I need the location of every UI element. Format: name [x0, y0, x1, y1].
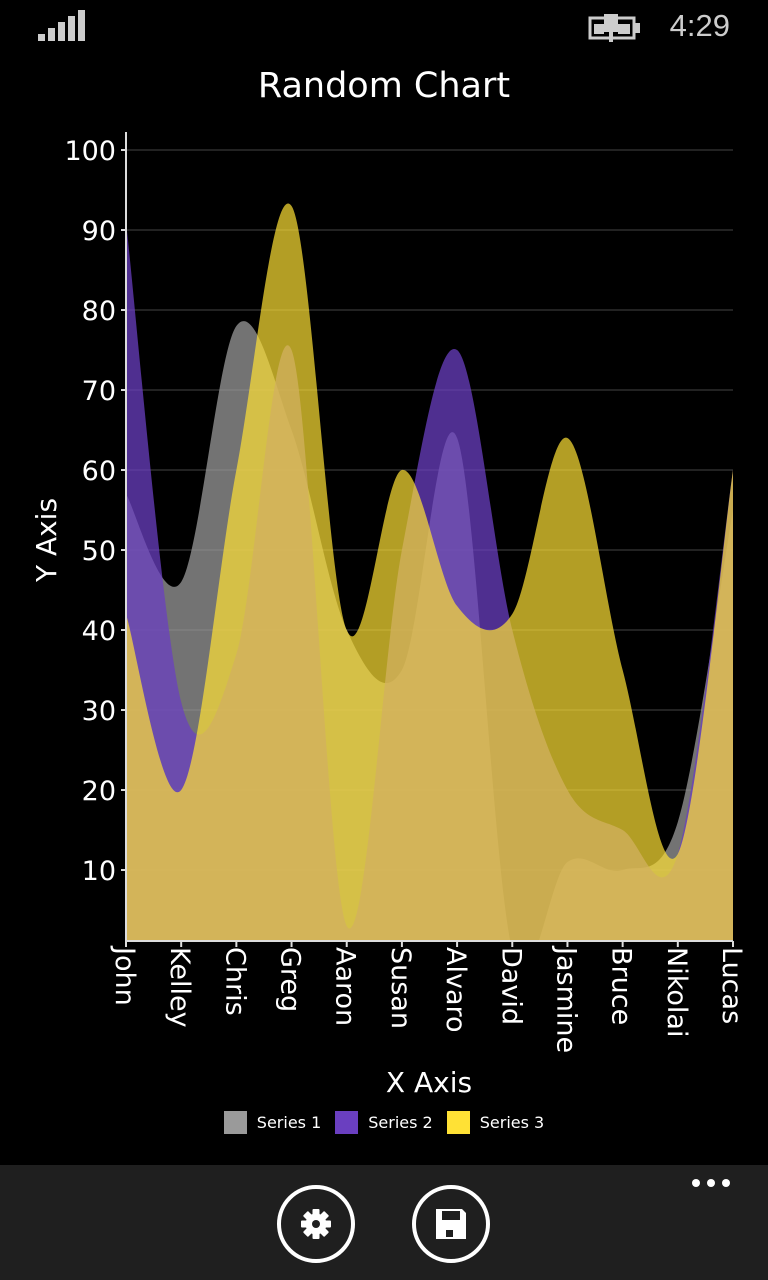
y-tick-label: 80	[82, 296, 116, 327]
x-tick-label: Kelley	[164, 947, 195, 1028]
x-axis-title: X Axis	[386, 1066, 472, 1099]
x-tick-label: Lucas	[716, 947, 747, 1024]
y-tick-label: 40	[82, 616, 116, 647]
y-tick-label: 90	[82, 216, 116, 247]
y-axis-title: Y Axis	[30, 498, 63, 583]
status-bar: 4:29	[0, 0, 768, 56]
legend-swatch	[446, 1111, 470, 1134]
more-button[interactable]	[692, 1179, 730, 1187]
x-tick-label: Nikolai	[661, 947, 692, 1037]
legend-item: Series 3	[446, 1111, 545, 1134]
y-tick-label: 20	[82, 776, 116, 807]
gear-icon	[301, 1209, 331, 1239]
x-tick-label: Alvaro	[440, 947, 471, 1033]
x-tick-label: Susan	[385, 947, 416, 1029]
chart: 10 20 30 40 50 60 70 80 90 100 John Kelley Chris Greg…	[30, 132, 747, 1099]
clock: 4:29	[669, 8, 730, 43]
legend-item: Series 1	[223, 1111, 322, 1134]
series-area-3	[126, 203, 733, 941]
y-tick-label: 70	[82, 376, 116, 407]
x-tick-label: Aaron	[330, 947, 361, 1026]
y-tick-label: 60	[82, 456, 116, 487]
legend-swatch	[335, 1111, 359, 1134]
y-tick-label: 50	[82, 536, 116, 567]
chart-title: Random Chart	[257, 66, 511, 106]
x-tick-label: Greg	[275, 947, 306, 1012]
legend: Series 1 Series 2 Series 3	[0, 1111, 768, 1134]
app-bar	[0, 1165, 768, 1280]
signal-bars-icon	[38, 10, 85, 41]
legend-swatch	[223, 1111, 247, 1134]
save-button[interactable]	[412, 1185, 490, 1263]
save-icon	[436, 1209, 466, 1239]
y-tick-label: 10	[82, 856, 116, 887]
settings-button[interactable]	[277, 1185, 355, 1263]
x-tick-label: John	[109, 945, 140, 1006]
legend-item: Series 2	[335, 1111, 433, 1134]
battery-charging-icon	[588, 14, 640, 42]
y-tick-label: 100	[64, 136, 116, 167]
x-tick-label: Chris	[219, 947, 250, 1016]
legend-label: Series 1	[256, 1113, 322, 1132]
x-tick-label: Bruce	[606, 947, 637, 1025]
legend-label: Series 3	[479, 1113, 545, 1132]
y-tick-label: 30	[82, 696, 116, 727]
x-tick-label: Jasmine	[550, 945, 581, 1053]
legend-label: Series 2	[368, 1113, 433, 1132]
x-tick-label: David	[495, 947, 526, 1025]
